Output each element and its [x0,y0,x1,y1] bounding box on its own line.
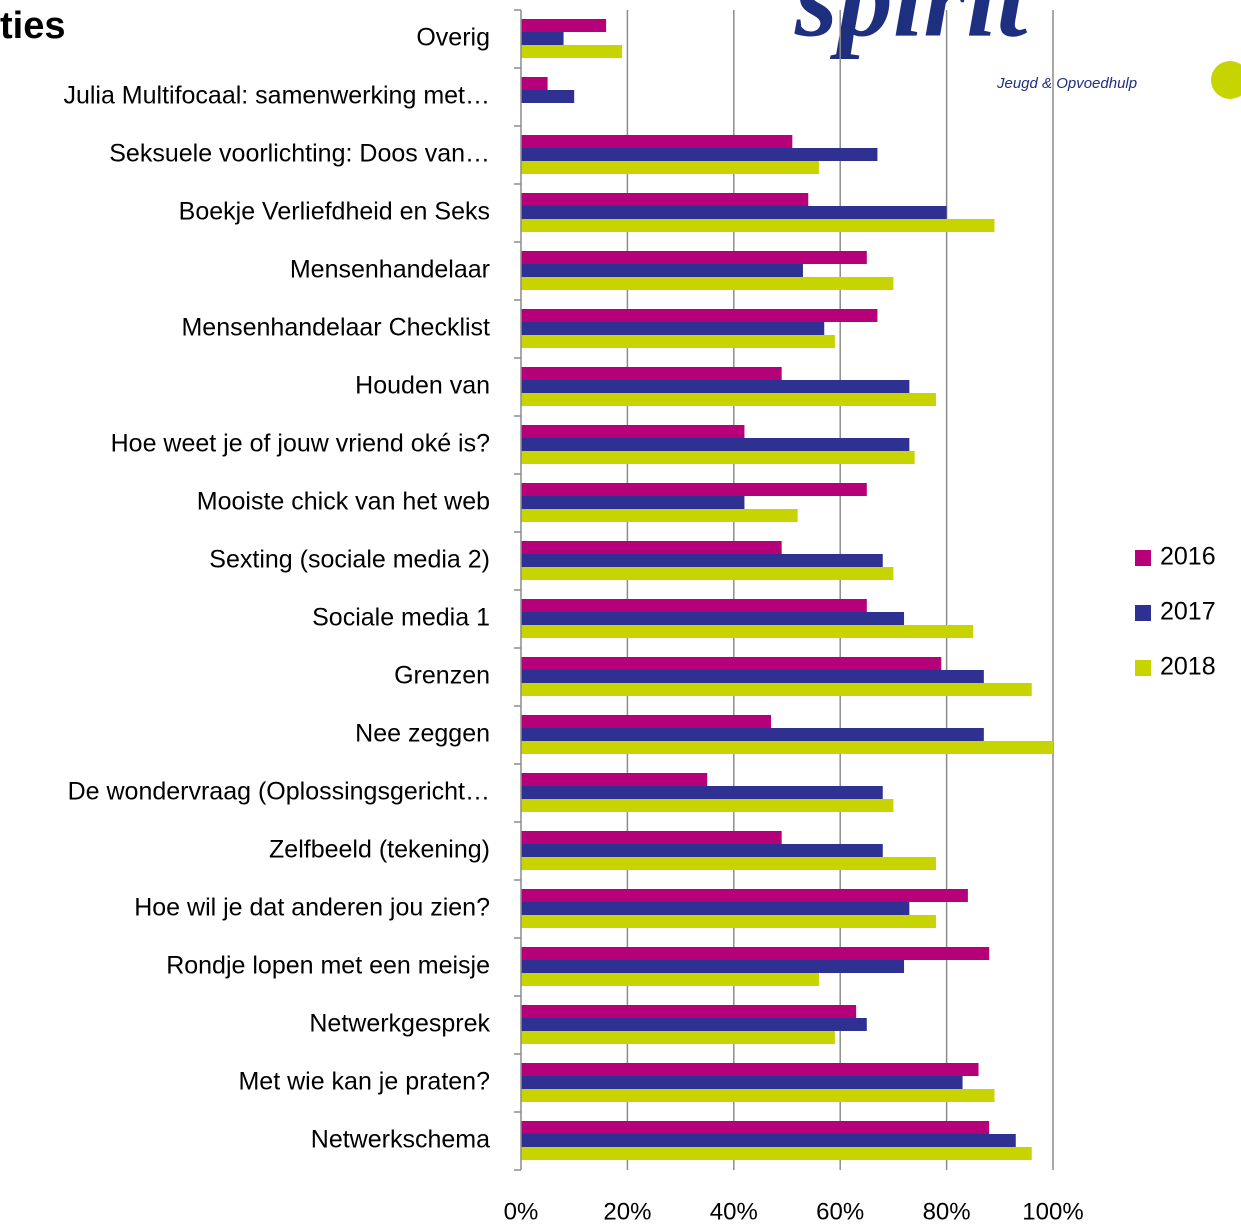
bar [521,1018,867,1031]
legend-label: 2017 [1160,598,1216,626]
bar [521,1089,995,1102]
bar [521,960,905,973]
bar [521,45,623,58]
bar [521,947,990,960]
bar [521,915,936,928]
bar [521,483,867,496]
bar [521,32,564,45]
bar [521,509,798,522]
y-tick-label: De wondervraag (Oplossingsgericht… [68,778,490,806]
bar [521,135,793,148]
legend-swatch [1135,660,1151,676]
y-tick-label: Overig [416,24,490,52]
logo: spirit [794,0,1031,59]
x-tick-label: 100% [1022,1198,1083,1225]
y-tick-label: Seksuele voorlichting: Doos van… [109,140,490,168]
y-tick-label: Grenzen [394,662,490,690]
bar [521,799,894,812]
bar [521,425,745,438]
bar [521,1134,1016,1147]
bar [521,206,947,219]
bar [521,1005,857,1018]
bar [521,625,974,638]
bar [521,973,819,986]
x-tick-label: 20% [603,1198,651,1225]
y-tick-label: Hoe wil je dat anderen jou zien? [134,894,490,922]
x-tick-label: 0% [504,1198,539,1225]
bar [521,438,910,451]
bar [521,857,936,870]
bar [521,367,782,380]
bar [521,309,878,322]
bar [521,612,905,625]
bar [521,741,1053,754]
y-tick-label: Met wie kan je praten? [238,1068,490,1096]
bar [521,251,867,264]
bar [521,599,867,612]
y-tick-label: Zelfbeeld (tekening) [269,836,490,864]
bar [521,90,575,103]
bar [521,335,835,348]
y-tick-label: Mensenhandelaar [290,256,490,284]
y-tick-label: Mooiste chick van het web [197,488,490,516]
logo-dot [1211,61,1241,99]
bar [521,657,942,670]
bar [521,670,984,683]
y-tick-label: Hoe weet je of jouw vriend oké is? [111,430,490,458]
bar [521,322,825,335]
bar [521,889,968,902]
bar [521,264,803,277]
bar [521,902,910,915]
y-tick-label: Nee zeggen [355,720,490,748]
bar [521,277,894,290]
legend-swatch [1135,550,1151,566]
bar [521,786,883,799]
bar [521,1063,979,1076]
y-tick-label: Julia Multifocaal: samenwerking met… [63,82,490,110]
bar [521,19,607,32]
bar [521,554,883,567]
y-tick-label: Netwerkschema [311,1126,490,1154]
bar [521,496,745,509]
legend-swatch [1135,605,1151,621]
y-tick-label: Sexting (sociale media 2) [209,546,490,574]
logo-subtitle: Jeugd & Opvoedhulp [996,75,1137,92]
bar [521,715,772,728]
bar [521,161,819,174]
x-tick-label: 40% [710,1198,758,1225]
y-tick-label: Mensenhandelaar Checklist [181,314,490,342]
y-tick-label: Netwerkgesprek [309,1010,490,1038]
bar [521,1031,835,1044]
bar [521,380,910,393]
bar [521,451,915,464]
chart-title: ties [0,5,65,47]
y-tick-label: Houden van [355,372,490,400]
bar [521,77,548,90]
bar [521,148,878,161]
bar [521,728,984,741]
bar [521,541,782,554]
y-tick-label: Rondje lopen met een meisje [166,952,490,980]
bar [521,1076,963,1089]
bar [521,683,1032,696]
x-tick-label: 80% [923,1198,971,1225]
x-tick-label: 60% [816,1198,864,1225]
bar [521,193,809,206]
bar [521,393,936,406]
legend-label: 2018 [1160,653,1216,681]
legend-label: 2016 [1160,543,1216,571]
y-tick-label: Sociale media 1 [312,604,490,632]
bar [521,567,894,580]
y-tick-label: Boekje Verliefdheid en Seks [179,198,490,226]
bar [521,1121,990,1134]
bar [521,844,883,857]
bar [521,1147,1032,1160]
bar [521,219,995,232]
bar [521,773,708,786]
bar [521,831,782,844]
